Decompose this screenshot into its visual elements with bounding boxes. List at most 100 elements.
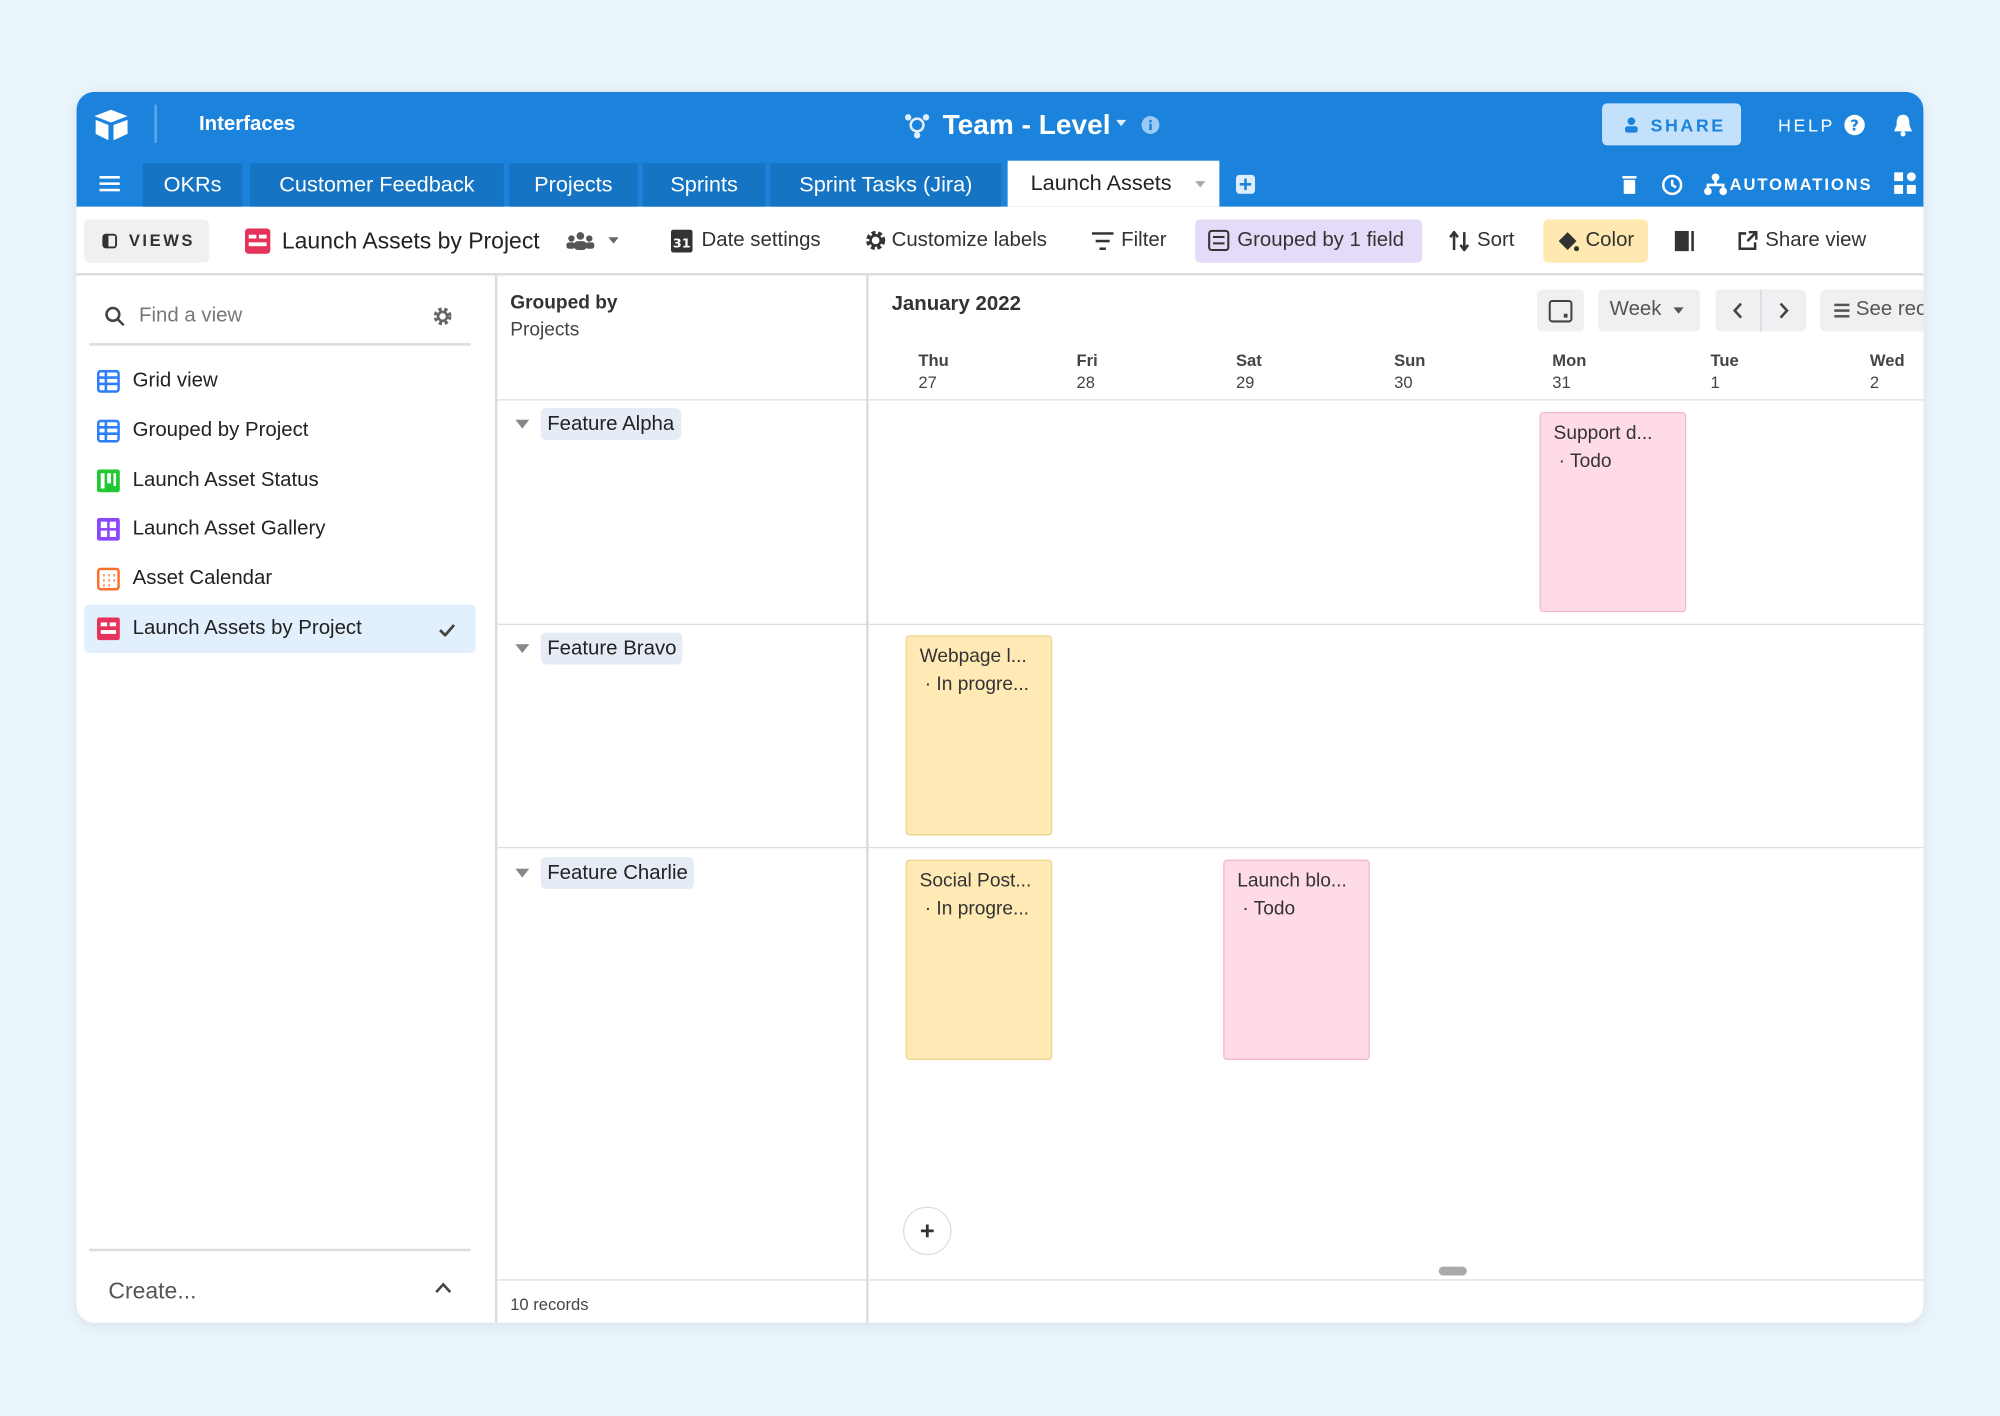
base-title[interactable]: Team - Level xyxy=(942,108,1111,141)
current-view[interactable]: Launch Assets by Project xyxy=(281,228,540,254)
divider xyxy=(154,104,157,143)
sort[interactable]: Sort xyxy=(1477,229,1515,252)
record-card[interactable]: Launch blo... · Todo xyxy=(1223,859,1370,1060)
add-tab[interactable] xyxy=(1235,174,1256,194)
check-icon xyxy=(439,624,456,637)
help-icon[interactable]: ? xyxy=(1843,114,1866,137)
grid-icon xyxy=(96,419,120,443)
share-button[interactable] xyxy=(1602,103,1742,146)
prev-button[interactable] xyxy=(1732,302,1743,319)
card-title: Launch blo... xyxy=(1237,869,1347,892)
info-icon[interactable] xyxy=(1140,115,1160,135)
gear-icon xyxy=(866,230,886,250)
row-line xyxy=(497,846,1924,849)
share-label[interactable]: SHARE xyxy=(1650,114,1726,136)
card-status: · Todo xyxy=(1558,450,1612,472)
day-name: Thu xyxy=(918,350,949,370)
gallery-icon xyxy=(96,517,120,541)
automations-label[interactable]: AUTOMATIONS xyxy=(1729,174,1873,194)
history-icon[interactable] xyxy=(1659,172,1683,196)
tab[interactable]: Sprints xyxy=(642,163,766,207)
group-button[interactable] xyxy=(1195,219,1423,263)
period-button[interactable] xyxy=(1598,289,1701,332)
tab[interactable]: Sprint Tasks (Jira) xyxy=(770,163,1002,207)
tab[interactable]: Customer Feedback xyxy=(249,163,504,207)
day-date: 31 xyxy=(1552,372,1571,392)
record-card[interactable]: Social Post... · In progre... xyxy=(905,859,1053,1060)
tab[interactable]: Projects xyxy=(508,163,638,207)
grid-icon xyxy=(96,369,120,393)
logo xyxy=(94,109,128,141)
add-record-button[interactable] xyxy=(902,1205,953,1256)
view-item[interactable]: Launch Assets by Project xyxy=(132,617,362,640)
customize-labels[interactable]: Customize labels xyxy=(891,229,1047,252)
automations-icon xyxy=(1704,173,1728,196)
calendar-icon xyxy=(96,567,120,591)
date-settings[interactable]: Date settings xyxy=(701,229,821,252)
selected-view-bg xyxy=(84,604,476,654)
search-input[interactable]: Find a view xyxy=(139,304,243,327)
app-window: Interfaces Team - Level SHARE HELP ? OKR… xyxy=(76,91,1924,1323)
timeline-icon xyxy=(96,617,120,641)
sidebar-icon xyxy=(102,233,118,249)
scrollbar[interactable] xyxy=(1438,1266,1467,1276)
view-item[interactable]: Launch Asset Status xyxy=(132,469,319,492)
nav-divider xyxy=(1760,289,1762,332)
search-underline xyxy=(89,343,471,346)
record-count: 10 records xyxy=(510,1294,589,1314)
apps-icon[interactable] xyxy=(1894,172,1917,195)
view-icon xyxy=(244,228,271,254)
day-date: 1 xyxy=(1710,372,1720,392)
sort-icon xyxy=(1449,230,1470,252)
create-button[interactable]: Create... xyxy=(108,1278,197,1304)
month-label: January 2022 xyxy=(891,293,1021,316)
caret xyxy=(1116,119,1127,127)
group-field: Projects xyxy=(510,318,580,341)
trash-icon[interactable] xyxy=(1621,173,1638,195)
next-button[interactable] xyxy=(1778,302,1789,319)
day-name: Sat xyxy=(1235,350,1262,370)
group-label: Feature Alpha xyxy=(540,408,681,441)
row-height-icon[interactable] xyxy=(1674,230,1697,252)
card-status: · In progre... xyxy=(924,673,1029,696)
menu-icon[interactable] xyxy=(99,175,120,193)
toggle-button[interactable] xyxy=(1536,289,1585,332)
active-tab[interactable]: Launch Assets xyxy=(1007,160,1220,207)
record-card[interactable]: Support d... · Todo xyxy=(1539,411,1687,613)
view-item[interactable]: Launch Asset Gallery xyxy=(132,517,326,540)
day-name: Fri xyxy=(1076,350,1098,370)
view-item[interactable]: Grid view xyxy=(132,369,218,392)
notifications-icon[interactable] xyxy=(1892,112,1915,138)
kanban-icon xyxy=(96,469,120,493)
card-status: · Todo xyxy=(1242,897,1296,920)
tab[interactable]: OKRs xyxy=(142,163,243,207)
help-label[interactable]: HELP xyxy=(1778,114,1835,136)
views-label[interactable]: VIEWS xyxy=(128,230,196,250)
view-item[interactable]: Grouped by Project xyxy=(132,419,309,442)
chevron-up[interactable] xyxy=(435,1282,452,1293)
interfaces-link[interactable]: Interfaces xyxy=(198,113,296,136)
period-label[interactable]: Week xyxy=(1609,298,1662,321)
day-date: 2 xyxy=(1869,372,1880,392)
grouped[interactable]: Grouped by 1 field xyxy=(1237,229,1405,252)
day-date: 28 xyxy=(1076,372,1095,392)
collapse-toggle[interactable] xyxy=(515,868,530,879)
filter[interactable]: Filter xyxy=(1121,229,1167,252)
list-icon xyxy=(1834,303,1850,318)
record-card[interactable]: Webpage l... · In progre... xyxy=(905,635,1053,836)
color[interactable]: Color xyxy=(1585,229,1635,252)
group-icon xyxy=(1208,229,1230,252)
view-item[interactable]: Asset Calendar xyxy=(132,567,273,590)
share-view[interactable]: Share view xyxy=(1765,229,1867,252)
base-icon xyxy=(904,114,930,139)
search-icon xyxy=(105,306,125,327)
group-column-border xyxy=(866,275,869,1323)
caret xyxy=(1195,181,1206,188)
collapse-toggle[interactable] xyxy=(515,419,530,430)
collapse-toggle[interactable] xyxy=(515,644,530,654)
group-label: Feature Charlie xyxy=(540,857,695,890)
see-records-label[interactable]: See records xyxy=(1855,298,1924,321)
row-line xyxy=(497,623,1924,625)
settings-icon[interactable] xyxy=(432,306,452,326)
